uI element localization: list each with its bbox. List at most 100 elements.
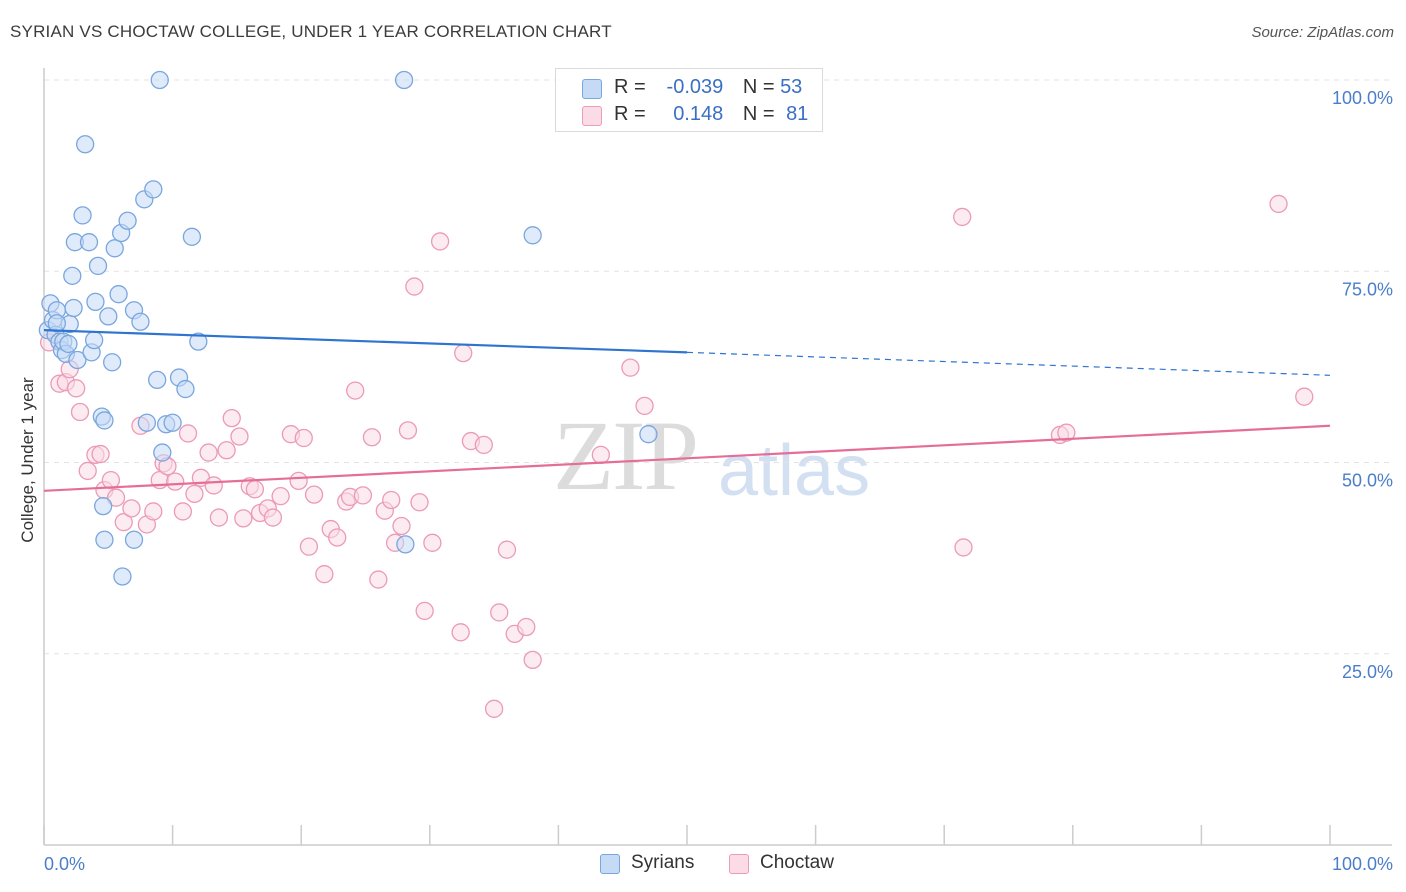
syrians-point	[131, 312, 150, 331]
choctaw-point	[621, 358, 640, 377]
syrians-point	[73, 206, 92, 225]
legend-n-value-choctaw: 81	[786, 103, 809, 125]
choctaw-point	[315, 565, 334, 584]
choctaw-point	[289, 471, 308, 491]
syrians-points	[38, 70, 658, 586]
source-label: Source: ZipAtlas.com	[1251, 24, 1394, 41]
choctaw-point	[1269, 194, 1288, 214]
choctaw-point	[398, 421, 418, 440]
syrians-point	[176, 379, 195, 399]
choctaw-point	[954, 538, 973, 557]
choctaw-point	[523, 650, 542, 670]
watermark-zip: ZIP	[553, 400, 699, 511]
legend-n-value-syrians: 53	[780, 76, 803, 98]
correlation-legend: R = -0.039 N = 53 R = 0.148 N = 81	[555, 68, 823, 132]
syrians-point	[150, 70, 169, 90]
choctaw-point	[415, 601, 434, 621]
choctaw-point	[209, 508, 229, 527]
syrians-point	[63, 266, 82, 285]
syrians-point	[64, 298, 83, 318]
syrians-point	[137, 413, 157, 432]
choctaw-point	[245, 480, 265, 499]
choctaw-point	[362, 428, 382, 447]
trend-lines	[43, 329, 1331, 492]
choctaw-trend-line	[43, 424, 1331, 492]
choctaw-point	[392, 516, 411, 536]
choctaw-point	[199, 443, 218, 462]
y-tick-label: 25.0%	[1342, 662, 1393, 682]
x-tick-label-max: 100.0%	[1332, 854, 1393, 874]
bottom-legend-label-syrians: Syrians	[631, 852, 695, 873]
syrians-point	[99, 307, 118, 326]
choctaw-point	[953, 207, 972, 227]
choctaw-point	[114, 513, 133, 532]
choctaw-point	[405, 277, 424, 296]
choctaw-point	[346, 381, 365, 400]
syrians-point	[163, 413, 182, 432]
gridlines	[44, 79, 1392, 655]
choctaw-point	[451, 623, 470, 642]
choctaw-point	[230, 427, 249, 446]
choctaw-point	[144, 502, 163, 521]
choctaw-point	[222, 408, 241, 428]
bottom-swatch-syrians	[600, 854, 620, 874]
choctaw-points	[39, 194, 1314, 718]
syrians-point	[95, 530, 114, 549]
choctaw-point	[1295, 387, 1314, 406]
syrians-point	[59, 334, 78, 354]
choctaw-point	[410, 493, 429, 512]
syrians-point	[148, 370, 167, 390]
choctaw-point	[497, 540, 517, 559]
choctaw-point	[474, 435, 493, 455]
choctaw-point	[67, 379, 86, 398]
syrians-point	[124, 530, 144, 549]
legend-swatch-choctaw	[582, 106, 602, 126]
syrians-trend-line	[43, 329, 688, 354]
y-tick-label: 75.0%	[1342, 279, 1393, 299]
syrians-point	[105, 239, 124, 258]
choctaw-point	[271, 487, 290, 506]
syrians-point	[394, 70, 414, 90]
syrians-point	[113, 567, 132, 586]
choctaw-point	[217, 441, 236, 460]
choctaw-point	[166, 472, 185, 491]
syrians-point	[68, 350, 87, 370]
watermark-atlas: atlas	[718, 431, 871, 511]
legend-n-label: N =	[742, 103, 775, 125]
y-tick-label: 50.0%	[1342, 471, 1393, 491]
legend-r-value-syrians: -0.039	[666, 76, 724, 98]
syrians-point	[85, 330, 104, 350]
syrians-point	[153, 443, 172, 462]
chart-title: SYRIAN VS CHOCTAW COLLEGE, UNDER 1 YEAR …	[10, 22, 612, 41]
choctaw-point	[294, 428, 313, 448]
syrians-point	[103, 353, 122, 372]
choctaw-point	[299, 537, 319, 556]
syrians-point	[47, 314, 67, 333]
choctaw-point	[106, 488, 126, 507]
choctaw-point	[517, 617, 536, 637]
choctaw-point	[635, 396, 654, 416]
choctaw-point	[369, 570, 388, 589]
choctaw-point	[173, 502, 193, 521]
choctaw-point	[263, 508, 283, 527]
choctaw-point	[122, 499, 141, 518]
choctaw-point	[328, 528, 347, 547]
legend-r-label: R =	[614, 103, 646, 125]
choctaw-point	[178, 424, 198, 443]
x-tick-label-min: 0.0%	[44, 854, 85, 874]
choctaw-point	[78, 461, 97, 481]
choctaw-point	[185, 484, 204, 504]
choctaw-point	[490, 603, 509, 622]
syrians-point	[86, 292, 105, 312]
choctaw-point	[234, 509, 253, 528]
legend-r-label: R =	[614, 76, 646, 98]
syrians-point	[639, 425, 658, 444]
syrians-point	[189, 332, 208, 351]
choctaw-point	[101, 470, 121, 490]
choctaw-point	[353, 486, 373, 505]
y-tick-label: 100.0%	[1332, 88, 1393, 108]
choctaw-point	[304, 485, 324, 504]
legend-swatch-syrians	[582, 79, 602, 99]
choctaw-point	[484, 699, 504, 718]
